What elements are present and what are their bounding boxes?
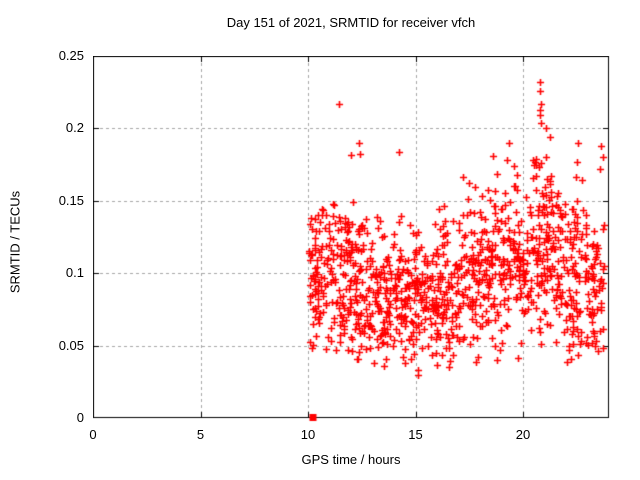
y-tick-label-0.05: 0.05 — [58, 337, 84, 353]
y-tick-label-0: 0 — [76, 410, 84, 425]
x-tick-label-0: 0 — [89, 427, 97, 442]
y-tick-label-0.15: 0.15 — [58, 192, 84, 208]
x-tick-label-10: 10 — [300, 427, 316, 442]
x-tick-label-15: 15 — [408, 427, 423, 442]
x-tick-label-20: 20 — [515, 427, 531, 442]
y-tick-label-0.1: 0.1 — [65, 265, 84, 281]
plot-area — [93, 56, 610, 425]
chart-title: Day 151 of 2021, SRMTID for receiver vfc… — [226, 15, 476, 30]
x-tick-label-5: 5 — [196, 427, 205, 442]
y-tick-label-0.2: 0.2 — [65, 120, 84, 136]
x-axis-label: GPS time / hours — [301, 452, 401, 467]
y-tick-label-0.25: 0.25 — [58, 48, 84, 63]
